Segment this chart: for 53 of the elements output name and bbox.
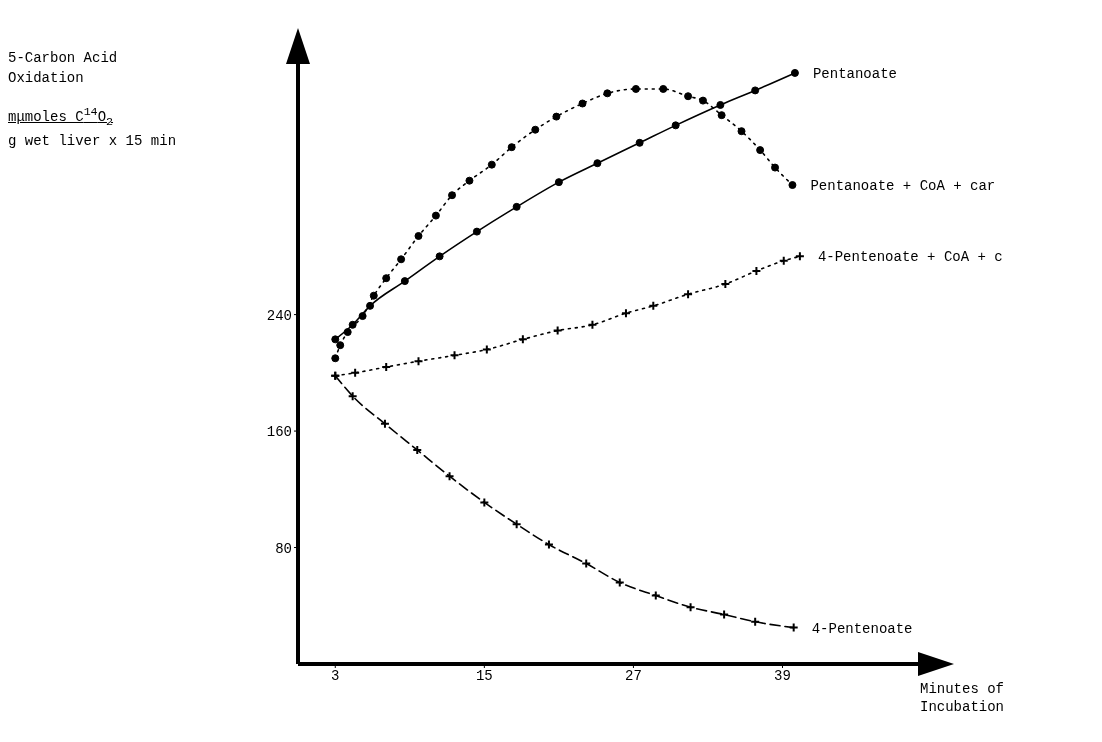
point	[348, 320, 357, 329]
point	[635, 138, 644, 147]
x-axis-title: Minutes of Incubation	[919, 681, 1004, 715]
point	[552, 112, 561, 121]
point	[400, 277, 409, 286]
point	[603, 89, 612, 98]
x-tick-label: 39	[774, 667, 791, 684]
point	[382, 274, 391, 283]
point	[788, 181, 797, 190]
point	[331, 354, 340, 363]
y-tick-label: 80	[275, 540, 292, 557]
point	[756, 146, 765, 155]
point	[487, 160, 496, 169]
point	[331, 335, 340, 344]
point	[771, 163, 780, 172]
point	[414, 231, 423, 240]
point	[790, 68, 799, 77]
point	[531, 125, 540, 134]
point	[369, 291, 378, 300]
point	[716, 100, 725, 109]
y-tick-label: 240	[266, 307, 292, 324]
point	[465, 176, 474, 185]
x-tick-label: 15	[475, 667, 493, 684]
point	[343, 328, 352, 337]
x-tick-label: 27	[625, 667, 642, 684]
point	[717, 111, 726, 120]
series-label: 4-Pentenoate	[811, 620, 913, 637]
x-tick-label: 3	[331, 667, 340, 684]
text: 5-Carbon Acid Oxidation mμmoles C$^{14}$O$_{2}$ g wet liver x 15 min	[8, 50, 177, 150]
point	[366, 301, 375, 310]
point	[358, 312, 367, 321]
point	[737, 127, 746, 136]
point	[554, 178, 563, 187]
point	[512, 202, 521, 211]
point	[431, 211, 440, 220]
point	[684, 92, 693, 101]
point	[698, 96, 707, 105]
point	[336, 341, 345, 350]
point	[472, 227, 481, 236]
point	[751, 86, 760, 95]
point	[659, 84, 668, 93]
series-label: Pentanoate + CoA + car	[810, 178, 996, 195]
point	[578, 99, 587, 108]
point	[448, 191, 457, 200]
series-label: Pentanoate	[812, 65, 897, 82]
point	[671, 121, 680, 130]
point	[631, 84, 640, 93]
point	[435, 252, 444, 261]
point	[397, 255, 406, 264]
y-tick-label: 160	[266, 424, 292, 441]
point	[507, 143, 516, 152]
point	[593, 159, 602, 168]
series-label: 4-Pentenoate + CoA + c	[817, 249, 1003, 266]
